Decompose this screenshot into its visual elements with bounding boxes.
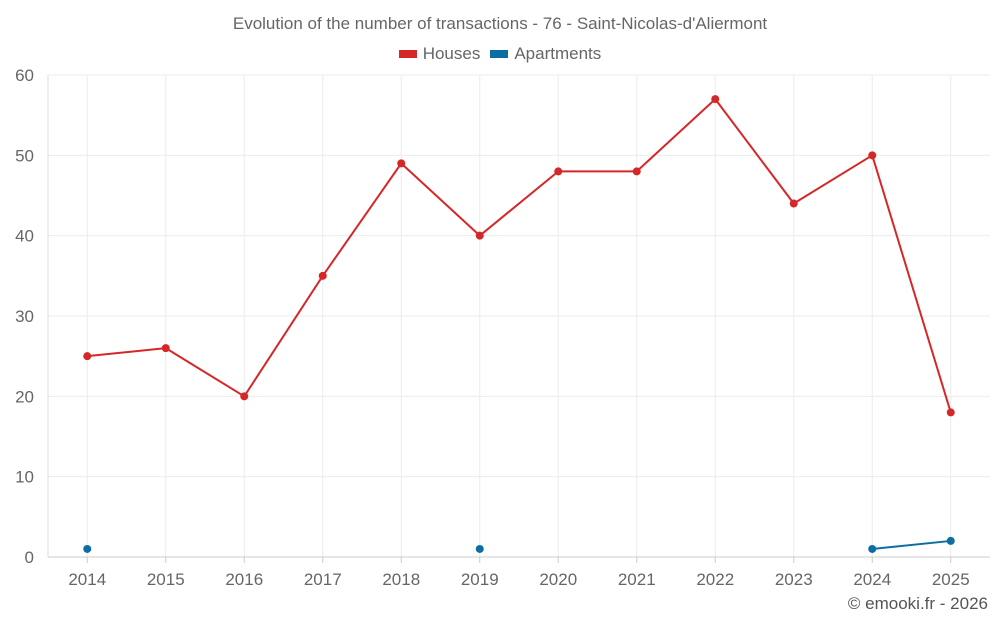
point-houses-2023 <box>789 199 798 208</box>
line-segment-houses-2022 <box>714 98 795 205</box>
chart-title: Evolution of the number of transactions … <box>232 14 768 33</box>
point-houses-2018 <box>397 159 406 168</box>
x-tick-label-2023: 2023 <box>775 570 813 589</box>
line-segment-houses-2016 <box>243 275 324 397</box>
x-tick-label-2019: 2019 <box>461 570 499 589</box>
line-segment-houses-2024 <box>871 155 952 413</box>
line-segment-houses-2019 <box>479 170 559 237</box>
line-segment-houses-2023 <box>793 154 873 205</box>
y-tick-label-10: 10 <box>15 468 34 487</box>
y-tick-label-40: 40 <box>15 227 34 246</box>
point-houses-2024 <box>868 151 877 160</box>
x-tick-label-2024: 2024 <box>853 570 891 589</box>
y-tick-label-20: 20 <box>15 387 34 406</box>
line-segment-houses-2017 <box>321 162 403 277</box>
y-tick-label-0: 0 <box>25 548 34 567</box>
point-houses-2020 <box>554 167 563 176</box>
x-tick-label-2022: 2022 <box>696 570 734 589</box>
point-houses-2014 <box>83 352 92 361</box>
credit-text: © emooki.fr - 2026 <box>847 594 988 613</box>
point-houses-2016 <box>240 392 249 401</box>
point-houses-2015 <box>161 344 170 353</box>
legend-label-houses: Houses <box>422 44 481 63</box>
legend-swatch-apartments <box>490 50 509 58</box>
point-houses-2017 <box>318 271 327 280</box>
x-tick-label-2017: 2017 <box>304 570 342 589</box>
point-houses-2025 <box>946 408 955 417</box>
line-segment-apartments-2024 <box>872 539 951 550</box>
line-segment-houses-2021 <box>636 98 716 173</box>
y-tick-label-30: 30 <box>15 307 34 326</box>
legend-item-houses[interactable]: Houses <box>398 44 481 64</box>
x-tick-label-2016: 2016 <box>225 570 263 589</box>
point-apartments-2019 <box>475 544 484 553</box>
x-tick-label-2021: 2021 <box>618 570 656 589</box>
legend-label-apartments: Apartments <box>514 44 602 63</box>
point-houses-2021 <box>632 167 641 176</box>
x-tick-label-2014: 2014 <box>68 570 106 589</box>
legend: Houses Apartments <box>0 44 1000 64</box>
line-segment-houses-2018 <box>400 162 481 237</box>
point-apartments-2014 <box>83 544 92 553</box>
legend-item-apartments[interactable]: Apartments <box>490 44 601 64</box>
x-tick-label-2018: 2018 <box>382 570 420 589</box>
x-tick-label-2025: 2025 <box>932 570 970 589</box>
point-houses-2019 <box>475 231 484 240</box>
line-segment-houses-2014 <box>87 347 166 358</box>
legend-swatch-houses <box>398 50 417 58</box>
y-tick-label-50: 50 <box>15 146 34 165</box>
point-houses-2022 <box>711 95 720 104</box>
line-segment-houses-2015 <box>165 347 245 398</box>
x-tick-label-2020: 2020 <box>539 570 577 589</box>
x-tick-label-2015: 2015 <box>147 570 185 589</box>
point-apartments-2025 <box>946 536 955 545</box>
y-tick-label-60: 60 <box>15 66 34 85</box>
point-apartments-2024 <box>868 544 877 553</box>
